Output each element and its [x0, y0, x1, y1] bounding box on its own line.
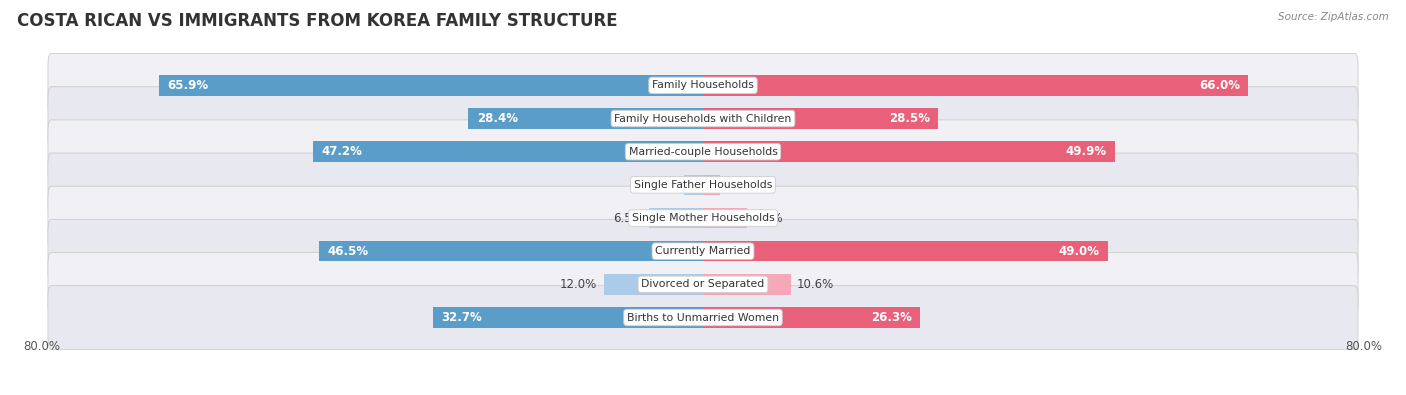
Text: 26.3%: 26.3% [872, 311, 912, 324]
Bar [703, 108, 938, 129]
Text: 2.0%: 2.0% [725, 179, 756, 191]
Bar [703, 274, 790, 295]
Text: 49.9%: 49.9% [1066, 145, 1107, 158]
Text: 12.0%: 12.0% [560, 278, 598, 291]
Text: 32.7%: 32.7% [441, 311, 482, 324]
Text: 66.0%: 66.0% [1199, 79, 1240, 92]
Bar [703, 241, 1108, 261]
Text: Source: ZipAtlas.com: Source: ZipAtlas.com [1278, 12, 1389, 22]
Text: Single Father Households: Single Father Households [634, 180, 772, 190]
Text: Family Households with Children: Family Households with Children [614, 113, 792, 124]
Legend: Costa Rican, Immigrants from Korea: Costa Rican, Immigrants from Korea [558, 393, 848, 395]
Bar [468, 108, 703, 129]
Text: 65.9%: 65.9% [167, 79, 208, 92]
Text: 5.3%: 5.3% [754, 212, 783, 224]
FancyBboxPatch shape [48, 286, 1358, 349]
FancyBboxPatch shape [48, 186, 1358, 250]
Text: 49.0%: 49.0% [1059, 245, 1099, 258]
Bar [703, 175, 720, 195]
Text: 10.6%: 10.6% [797, 278, 834, 291]
Text: Births to Unmarried Women: Births to Unmarried Women [627, 312, 779, 322]
Bar [703, 307, 921, 328]
FancyBboxPatch shape [48, 120, 1358, 184]
Bar [319, 241, 703, 261]
Text: 47.2%: 47.2% [322, 145, 363, 158]
Text: Divorced or Separated: Divorced or Separated [641, 279, 765, 290]
Text: Family Households: Family Households [652, 81, 754, 90]
Bar [650, 208, 703, 228]
Bar [314, 141, 703, 162]
Bar [703, 75, 1249, 96]
Text: 28.5%: 28.5% [889, 112, 931, 125]
Bar [703, 208, 747, 228]
Text: COSTA RICAN VS IMMIGRANTS FROM KOREA FAMILY STRUCTURE: COSTA RICAN VS IMMIGRANTS FROM KOREA FAM… [17, 12, 617, 30]
Bar [159, 75, 703, 96]
FancyBboxPatch shape [48, 252, 1358, 316]
Text: Married-couple Households: Married-couple Households [628, 147, 778, 157]
Text: 6.5%: 6.5% [613, 212, 643, 224]
Text: Currently Married: Currently Married [655, 246, 751, 256]
Text: Single Mother Households: Single Mother Households [631, 213, 775, 223]
Bar [433, 307, 703, 328]
Text: 28.4%: 28.4% [477, 112, 517, 125]
FancyBboxPatch shape [48, 153, 1358, 217]
FancyBboxPatch shape [48, 54, 1358, 117]
Text: 46.5%: 46.5% [328, 245, 368, 258]
Bar [683, 175, 703, 195]
FancyBboxPatch shape [48, 87, 1358, 150]
FancyBboxPatch shape [48, 219, 1358, 283]
Text: 2.3%: 2.3% [648, 179, 678, 191]
Bar [703, 141, 1115, 162]
Bar [605, 274, 703, 295]
